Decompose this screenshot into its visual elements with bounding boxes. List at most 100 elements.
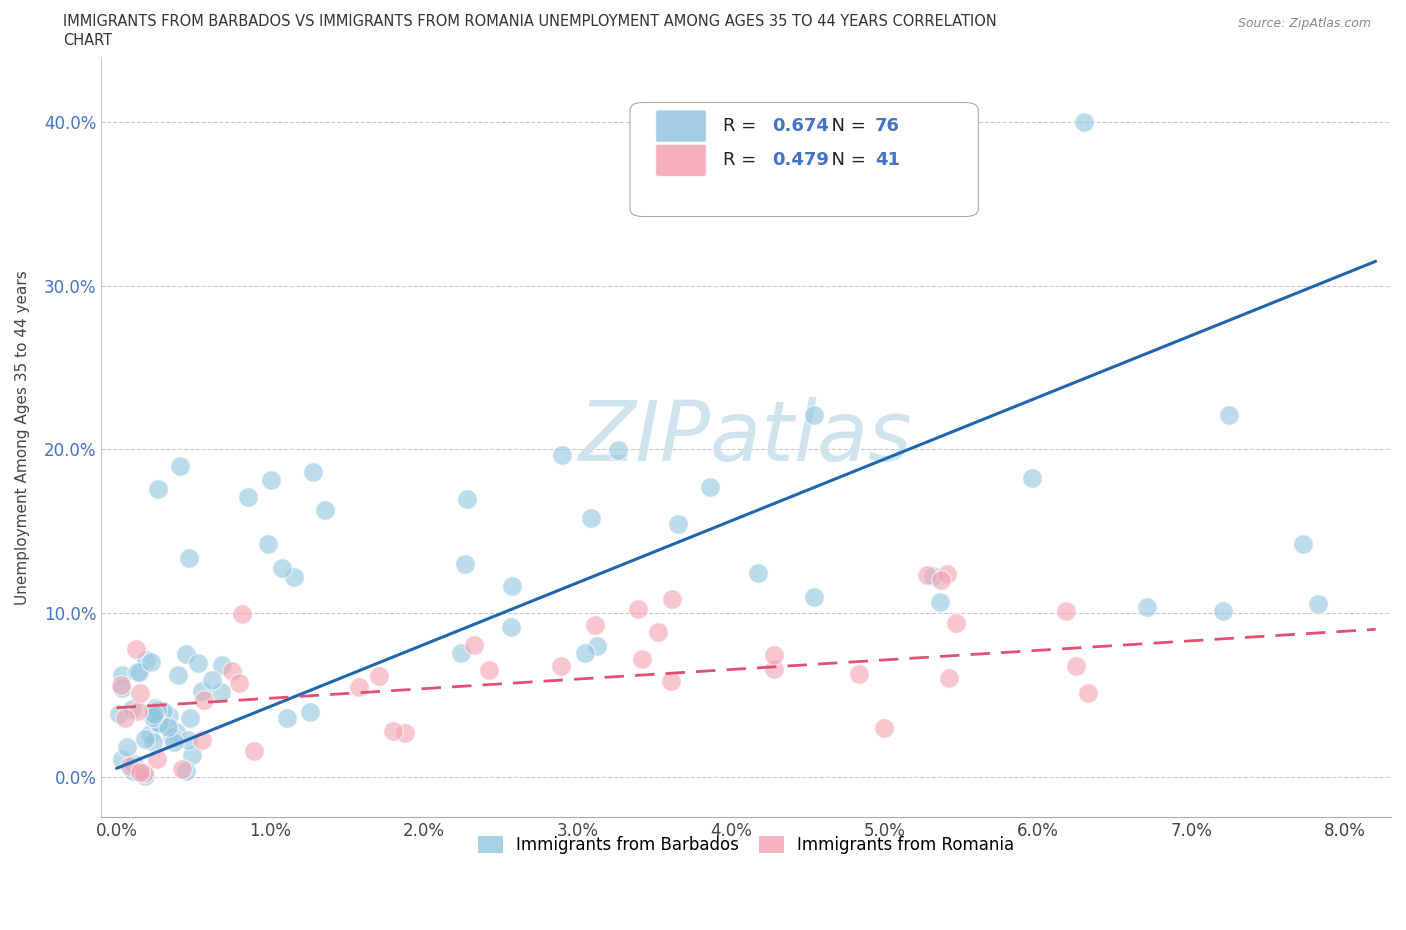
Point [114,711,136,725]
Point [1073,114,1095,129]
Point [915,567,938,582]
Point [157,709,180,724]
Point [661,591,683,606]
Point [191,684,214,698]
Point [762,661,785,676]
Point [191,733,214,748]
Point [301,464,323,479]
Point [121,702,143,717]
Point [647,624,669,639]
Point [211,658,233,672]
Point [111,681,134,696]
Point [160,730,183,745]
Point [368,668,391,683]
Text: N =: N = [820,117,872,135]
Point [221,664,243,679]
Point [394,726,416,741]
Point [803,590,825,604]
Point [347,680,370,695]
Point [936,566,959,581]
Point [169,458,191,473]
Point [127,665,149,680]
Point [1064,658,1087,673]
Point [141,655,163,670]
Point [583,618,606,632]
Point [450,645,472,660]
Point [201,673,224,688]
Text: 0.674: 0.674 [772,117,828,135]
Point [111,668,134,683]
Point [1306,597,1329,612]
Point [938,671,960,685]
Point [143,707,166,722]
Point [257,537,280,551]
Point [872,721,894,736]
Point [129,685,152,700]
Point [179,711,201,725]
Point [501,579,523,594]
Point [1077,685,1099,700]
Point [574,646,596,661]
Point [478,662,501,677]
Point [381,724,404,738]
Point [177,551,200,565]
Point [135,653,157,668]
Point [1021,471,1043,485]
Point [928,594,950,609]
Point [456,492,478,507]
Point [283,569,305,584]
Text: 41: 41 [875,152,900,169]
Point [134,765,156,780]
Point [127,704,149,719]
Point [607,443,630,458]
Point [176,764,198,778]
Point [129,765,152,780]
Point [146,482,169,497]
Point [187,656,209,671]
Point [271,560,294,575]
Point [260,472,283,487]
Text: CHART: CHART [63,33,112,47]
Point [111,751,134,766]
Point [170,762,193,777]
Point [231,607,253,622]
Point [1212,604,1234,618]
Point [848,667,870,682]
Point [627,602,650,617]
Point [551,448,574,463]
Point [550,658,572,673]
Point [134,731,156,746]
Text: IMMIGRANTS FROM BARBADOS VS IMMIGRANTS FROM ROMANIA UNEMPLOYMENT AMONG AGES 35 T: IMMIGRANTS FROM BARBADOS VS IMMIGRANTS F… [63,14,997,29]
Text: 0.479: 0.479 [772,152,828,169]
Point [209,684,232,699]
Point [167,667,190,682]
Point [921,569,943,584]
Point [747,565,769,580]
Point [1054,604,1077,618]
Point [661,673,683,688]
Point [152,704,174,719]
Point [1136,600,1159,615]
Point [803,407,825,422]
Point [124,757,146,772]
Point [463,638,485,653]
Point [762,647,785,662]
Point [107,707,129,722]
Point [143,700,166,715]
Point [146,702,169,717]
Text: R =: R = [723,152,762,169]
Point [125,642,148,657]
Point [666,517,689,532]
Point [276,711,298,725]
Point [139,726,162,741]
Point [228,675,250,690]
Point [143,711,166,725]
Point [110,678,132,693]
Point [141,710,163,724]
Text: R =: R = [723,117,762,135]
Point [1218,407,1240,422]
Point [120,759,142,774]
Point [146,751,169,766]
Point [115,740,138,755]
Point [134,768,156,783]
